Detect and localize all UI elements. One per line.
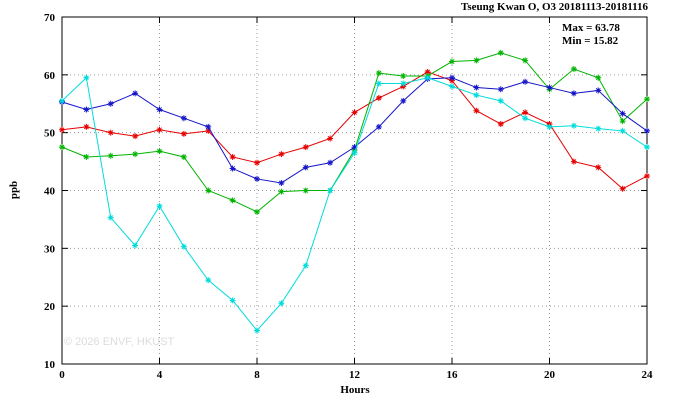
svg-text:8: 8 (254, 369, 260, 381)
svg-text:20: 20 (544, 369, 556, 381)
max-annotation: Max = 63.78 (562, 22, 620, 34)
svg-text:16: 16 (447, 369, 459, 381)
svg-text:24: 24 (642, 369, 654, 381)
svg-text:4: 4 (157, 369, 163, 381)
chart-title: Tseung Kwan O, O3 20181113-20181116 (461, 1, 648, 13)
min-annotation: Min = 15.82 (562, 35, 619, 47)
svg-text:10: 10 (44, 359, 56, 371)
svg-text:20: 20 (44, 301, 56, 313)
svg-text:12: 12 (349, 369, 361, 381)
svg-text:40: 40 (44, 186, 56, 198)
x-axis-label: Hours (340, 384, 370, 396)
y-axis-label: ppb (8, 180, 20, 200)
svg-text:70: 70 (44, 12, 56, 24)
watermark: © 2026 ENVF, HKUST (64, 336, 175, 348)
svg-text:50: 50 (44, 128, 56, 140)
svg-text:30: 30 (44, 243, 56, 255)
svg-text:60: 60 (44, 70, 56, 82)
svg-text:0: 0 (59, 369, 65, 381)
